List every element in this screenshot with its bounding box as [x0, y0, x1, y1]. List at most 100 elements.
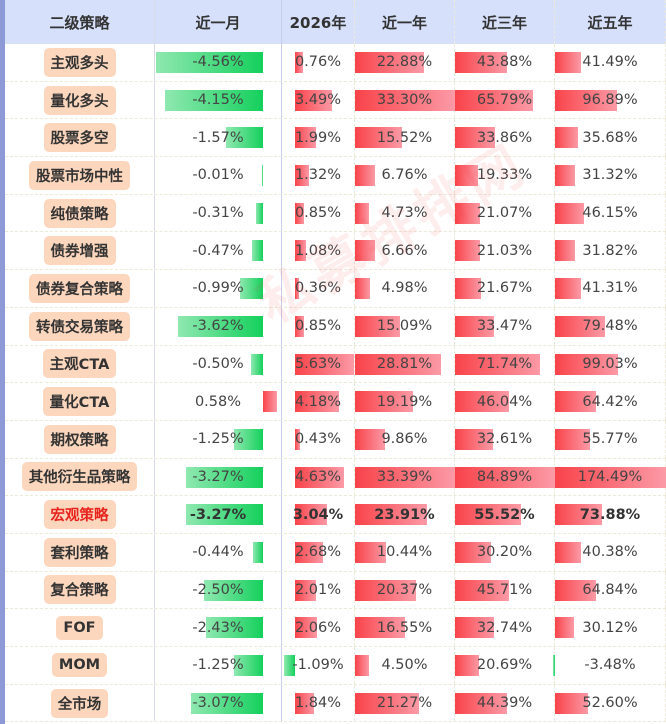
return-value: -3.48%	[584, 657, 636, 674]
return-value: 0.85%	[294, 205, 342, 222]
positive-bar	[295, 579, 317, 601]
return-cell-1m: -1.57%	[155, 119, 282, 157]
return-value: 33.39%	[376, 468, 433, 485]
return-value: 71.74%	[476, 355, 533, 372]
return-value: 21.03%	[476, 242, 533, 259]
strategy-label[interactable]: 宏观策略	[43, 500, 116, 530]
return-value: 31.82%	[582, 242, 638, 259]
positive-bar	[555, 617, 575, 639]
strategy-label[interactable]: FOF	[56, 615, 103, 640]
return-value: 0.58%	[194, 393, 242, 410]
return-value: 9.86%	[381, 431, 428, 448]
positive-bar	[355, 391, 413, 413]
strategy-label[interactable]: 纯债策略	[43, 198, 116, 228]
return-value: 21.67%	[476, 280, 533, 297]
strategy-label[interactable]: 股票多空	[43, 123, 116, 153]
strategy-cell: 期权策略	[5, 420, 155, 458]
header-strategy[interactable]: 二级策略	[5, 0, 155, 44]
positive-bar	[555, 692, 589, 714]
strategy-label[interactable]: 主观多头	[43, 47, 116, 77]
return-value: 4.50%	[381, 657, 428, 674]
positive-bar	[355, 240, 375, 262]
strategy-label[interactable]: 转债交易策略	[29, 311, 130, 341]
positive-bar	[455, 692, 508, 714]
return-value: 2.06%	[294, 619, 342, 636]
positive-bar	[355, 428, 385, 450]
return-value: 40.38%	[582, 544, 638, 561]
strategy-cell: FOF	[5, 609, 155, 646]
return-cell-5y: 73.88%	[555, 496, 666, 533]
strategy-label[interactable]: 量化CTA	[42, 387, 117, 417]
return-cell-1y: 23.91%	[355, 496, 455, 533]
positive-bar	[295, 617, 317, 639]
return-value: -1.09%	[292, 657, 344, 674]
return-cell-1y: 4.73%	[355, 194, 455, 232]
table-row: 量化CTA 0.58% 4.18% 19.19% 46.04% 64.42%	[5, 383, 666, 421]
return-value: -4.15%	[192, 92, 244, 109]
strategy-label[interactable]: 债券增强	[43, 236, 116, 266]
strategy-label[interactable]: 主观CTA	[42, 349, 117, 379]
positive-bar	[295, 504, 327, 526]
positive-bar	[295, 428, 300, 450]
header-5y[interactable]: 近五年	[555, 0, 666, 44]
positive-bar	[555, 579, 597, 601]
return-value: -0.50%	[192, 355, 244, 372]
header-3y[interactable]: 近三年	[455, 0, 555, 44]
positive-bar	[555, 165, 575, 187]
return-value: 22.88%	[376, 54, 433, 71]
return-value: 55.52%	[474, 506, 535, 523]
header-1m[interactable]: 近一月	[155, 0, 282, 44]
return-value: -1.25%	[192, 657, 244, 674]
strategy-label[interactable]: 期权策略	[43, 424, 116, 454]
strategy-label[interactable]: 其他衍生品策略	[21, 462, 138, 492]
strategy-label[interactable]: 债券复合策略	[29, 273, 130, 303]
return-cell-ytd: 3.04%	[282, 496, 355, 533]
strategy-label[interactable]: 股票市场中性	[29, 160, 130, 190]
return-cell-1m: -0.47%	[155, 232, 282, 270]
return-value: 6.76%	[381, 167, 428, 184]
return-cell-5y: 64.42%	[555, 383, 666, 420]
return-cell-1m: -2.43%	[155, 609, 282, 646]
positive-bar	[555, 202, 585, 224]
return-cell-5y: 46.15%	[555, 194, 666, 232]
return-cell-1y: 33.39%	[355, 458, 456, 496]
positive-bar	[295, 278, 299, 300]
positive-bar	[455, 165, 478, 187]
table-row: 宏观策略 -3.27% 3.04% 23.91% 55.52% 73.88%	[5, 496, 666, 534]
positive-bar	[555, 315, 606, 337]
return-value: 20.37%	[376, 581, 433, 598]
header-1y[interactable]: 近一年	[355, 0, 455, 44]
strategy-label[interactable]: MOM	[51, 653, 108, 678]
header-ytd[interactable]: 2026年	[282, 0, 355, 44]
return-value: 41.31%	[582, 280, 638, 297]
return-cell-ytd: 4.18%	[282, 383, 355, 420]
negative-bar	[283, 655, 295, 676]
strategy-cell: 宏观策略	[5, 496, 155, 533]
positive-bar	[295, 541, 324, 563]
positive-bar	[355, 579, 417, 601]
positive-bar	[295, 315, 304, 337]
negative-bar	[252, 541, 263, 563]
return-value: 4.98%	[381, 280, 428, 297]
negative-bar	[251, 353, 263, 375]
negative-bar	[165, 89, 263, 111]
strategy-label[interactable]: 套利策略	[43, 537, 116, 567]
return-value: 64.84%	[582, 581, 638, 598]
return-value: 33.30%	[376, 92, 433, 109]
strategy-label[interactable]: 全市场	[50, 688, 109, 718]
left-accent-bar	[0, 0, 5, 724]
return-cell-ytd: 0.36%	[282, 270, 355, 307]
table-row: 股票多空 -1.57% 1.99% 15.52% 33.86% 35.68%	[5, 119, 666, 158]
return-value: 32.61%	[476, 431, 533, 448]
strategy-label[interactable]: 复合策略	[43, 575, 116, 605]
return-cell-1y: 4.50%	[355, 647, 455, 684]
negative-bar	[552, 655, 555, 676]
strategy-label[interactable]: 量化多头	[43, 85, 116, 115]
return-cell-1y: 10.44%	[355, 533, 455, 571]
return-cell-1m: -3.27%	[155, 496, 282, 533]
return-value: 30.20%	[476, 544, 533, 561]
return-cell-ytd: 2.06%	[282, 609, 355, 646]
return-value: 15.52%	[376, 129, 433, 146]
table-row: 套利策略 -0.44% 2.68% 10.44% 30.20% 40.38%	[5, 533, 666, 572]
positive-bar	[555, 52, 582, 73]
